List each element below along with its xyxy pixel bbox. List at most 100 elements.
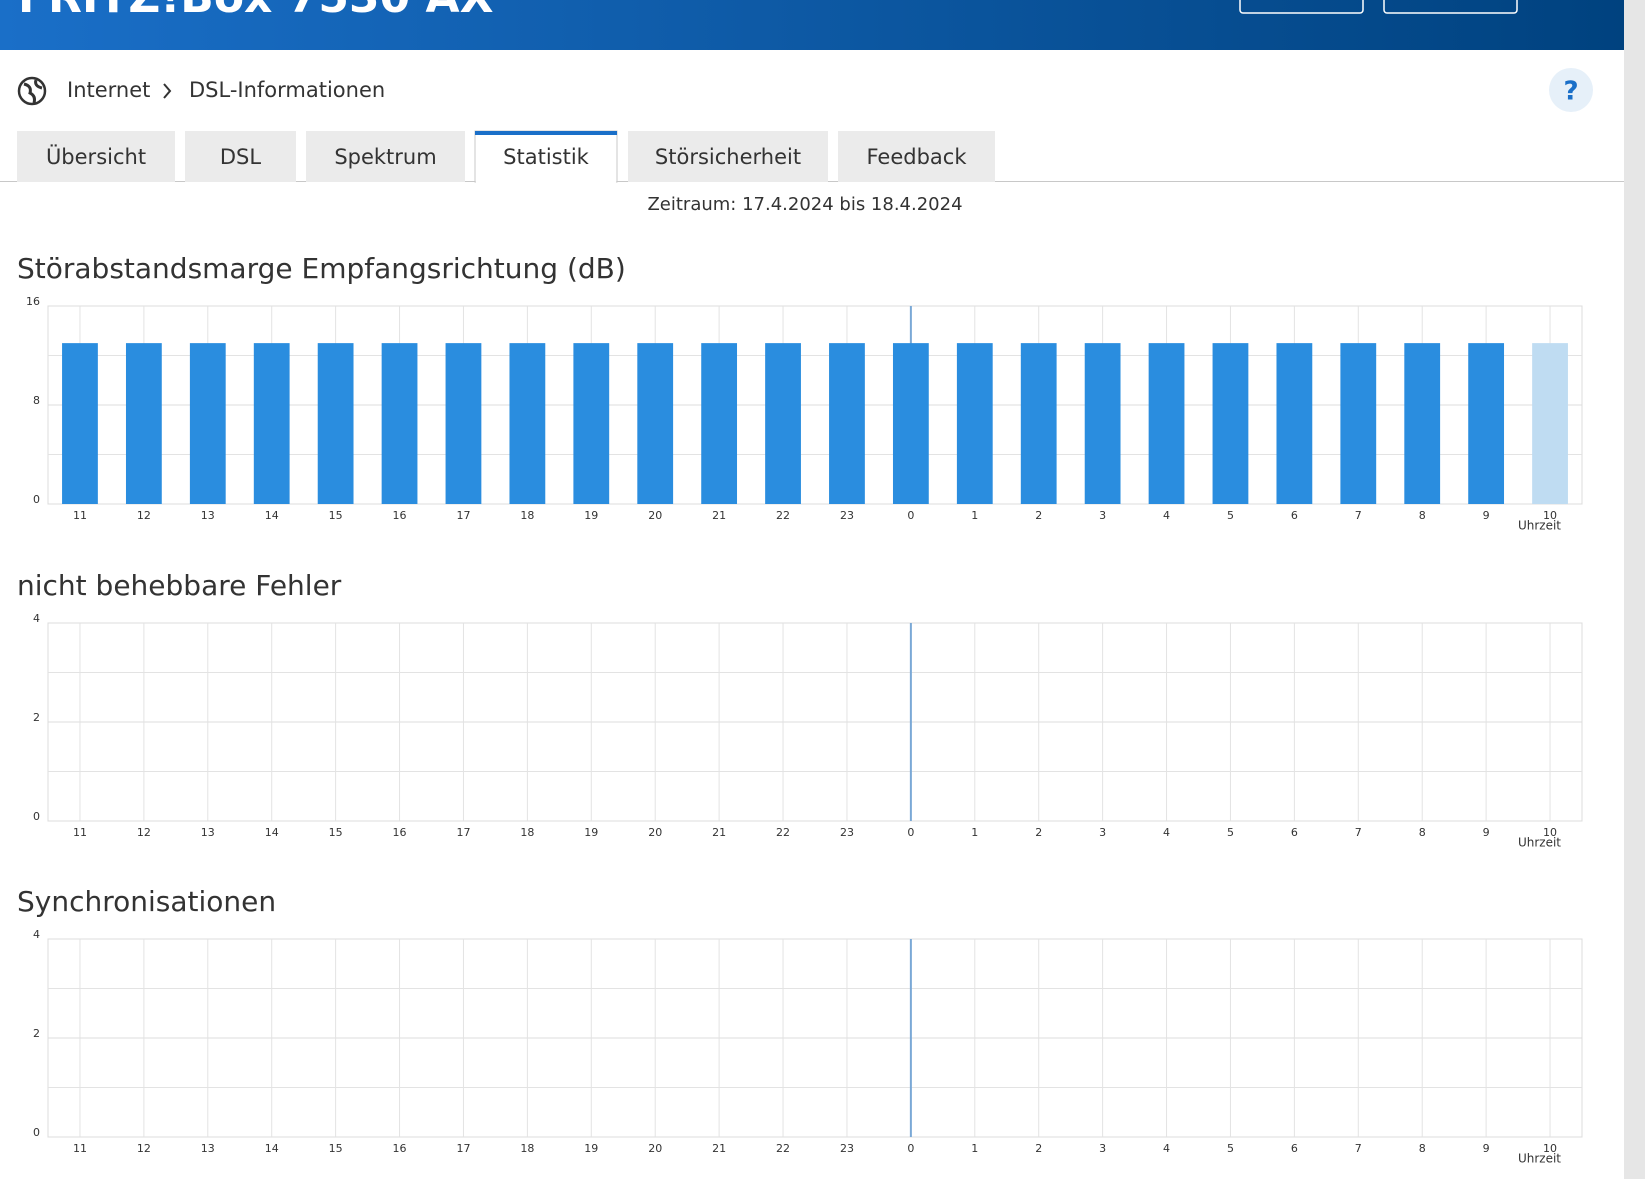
tab[interactable]	[474, 130, 618, 183]
x-tick-label: 1	[971, 509, 978, 522]
x-tick-label: 20	[648, 826, 662, 839]
x-tick-label: 18	[520, 509, 534, 522]
bar	[1212, 343, 1249, 504]
tab-label[interactable]: Statistik	[503, 145, 590, 169]
tab-label[interactable]: Feedback	[866, 145, 967, 169]
x-tick-label: 12	[137, 509, 151, 522]
x-tick-label: 11	[73, 1142, 87, 1155]
x-axis-label: Uhrzeit	[1518, 519, 1561, 533]
y-tick-label: 0	[33, 1126, 40, 1139]
x-tick-label: 13	[201, 826, 215, 839]
x-tick-label: 4	[1163, 509, 1170, 522]
help-icon[interactable]: ?	[1563, 77, 1578, 107]
tab[interactable]	[185, 131, 296, 182]
chart-title: nicht behebbare Fehler	[17, 569, 342, 602]
bar	[1340, 343, 1377, 504]
tab-label[interactable]: Störsicherheit	[655, 145, 801, 169]
x-tick-label: 9	[1483, 826, 1490, 839]
tab-label[interactable]: Spektrum	[334, 145, 436, 169]
x-tick-label: 3	[1099, 826, 1106, 839]
bar	[381, 343, 418, 504]
x-tick-label: 13	[201, 509, 215, 522]
tab[interactable]	[838, 131, 995, 182]
x-tick-label: 14	[265, 826, 279, 839]
x-tick-label: 20	[648, 509, 662, 522]
x-tick-label: 12	[137, 826, 151, 839]
x-tick-label: 18	[520, 1142, 534, 1155]
bar	[1084, 343, 1121, 504]
bar	[189, 343, 226, 504]
x-tick-label: 14	[265, 509, 279, 522]
x-tick-label: 20	[648, 1142, 662, 1155]
bar	[1468, 343, 1505, 504]
bar	[1276, 343, 1313, 504]
x-tick-label: 5	[1227, 1142, 1234, 1155]
globe-icon	[17, 76, 47, 106]
x-tick-label: 17	[456, 509, 470, 522]
bar	[62, 343, 98, 504]
x-tick-label: 23	[840, 509, 854, 522]
chart-title: Synchronisationen	[17, 885, 276, 918]
x-tick-label: 17	[456, 1142, 470, 1155]
chart-title: Störabstandsmarge Empfangsrichtung (dB)	[17, 252, 626, 285]
bar	[509, 343, 546, 504]
tab-indicator	[475, 131, 617, 135]
x-tick-label: 12	[137, 1142, 151, 1155]
x-tick-label: 15	[329, 509, 343, 522]
x-tick-label: 10	[1543, 1142, 1557, 1155]
x-tick-label: 1	[971, 826, 978, 839]
x-tick-label: 6	[1291, 826, 1298, 839]
x-tick-label: 15	[329, 1142, 343, 1155]
header-button[interactable]	[1383, 0, 1518, 14]
tab[interactable]	[17, 131, 175, 182]
bar	[1148, 343, 1185, 504]
y-tick-label: 0	[33, 493, 40, 506]
x-tick-label: 7	[1355, 826, 1362, 839]
breadcrumb: DSL-Informationen	[189, 78, 385, 102]
x-tick-label: 6	[1291, 1142, 1298, 1155]
header-button[interactable]	[1239, 0, 1364, 14]
x-tick-label: 19	[584, 509, 598, 522]
header-bar	[0, 0, 1624, 50]
y-tick-label: 2	[33, 1027, 40, 1040]
x-tick-label: 16	[393, 1142, 407, 1155]
tab-label[interactable]: DSL	[220, 145, 262, 169]
breadcrumb[interactable]: Internet	[67, 78, 150, 102]
x-tick-label: 10	[1543, 509, 1557, 522]
x-tick-label: 2	[1035, 1142, 1042, 1155]
x-tick-label: 21	[712, 509, 726, 522]
bar	[956, 343, 993, 504]
x-tick-label: 11	[73, 509, 87, 522]
x-tick-label: 1	[971, 1142, 978, 1155]
help-button[interactable]	[1549, 68, 1593, 112]
x-tick-label: 21	[712, 826, 726, 839]
bar	[1020, 343, 1057, 504]
x-tick-label: 4	[1163, 1142, 1170, 1155]
bar	[765, 343, 801, 504]
x-tick-label: 3	[1099, 1142, 1106, 1155]
tab[interactable]	[306, 131, 465, 182]
x-tick-label: 14	[265, 1142, 279, 1155]
y-tick-label: 2	[33, 711, 40, 724]
x-tick-label: 13	[201, 1142, 215, 1155]
bar	[317, 343, 354, 504]
tab[interactable]	[628, 131, 828, 182]
globe-icon	[23, 79, 43, 104]
x-tick-label: 18	[520, 826, 534, 839]
x-tick-label: 21	[712, 1142, 726, 1155]
bar	[573, 343, 610, 504]
x-tick-label: 0	[907, 509, 914, 522]
bar	[125, 343, 162, 504]
x-tick-label: 17	[456, 826, 470, 839]
bar	[829, 343, 865, 504]
tab-label[interactable]: Übersicht	[46, 144, 146, 169]
x-tick-label: 9	[1483, 1142, 1490, 1155]
x-tick-label: 7	[1355, 1142, 1362, 1155]
bar	[253, 343, 290, 504]
x-tick-label: 23	[840, 1142, 854, 1155]
bar	[892, 343, 929, 504]
y-tick-label: 0	[33, 810, 40, 823]
x-tick-label: 4	[1163, 826, 1170, 839]
x-tick-label: 22	[776, 826, 790, 839]
